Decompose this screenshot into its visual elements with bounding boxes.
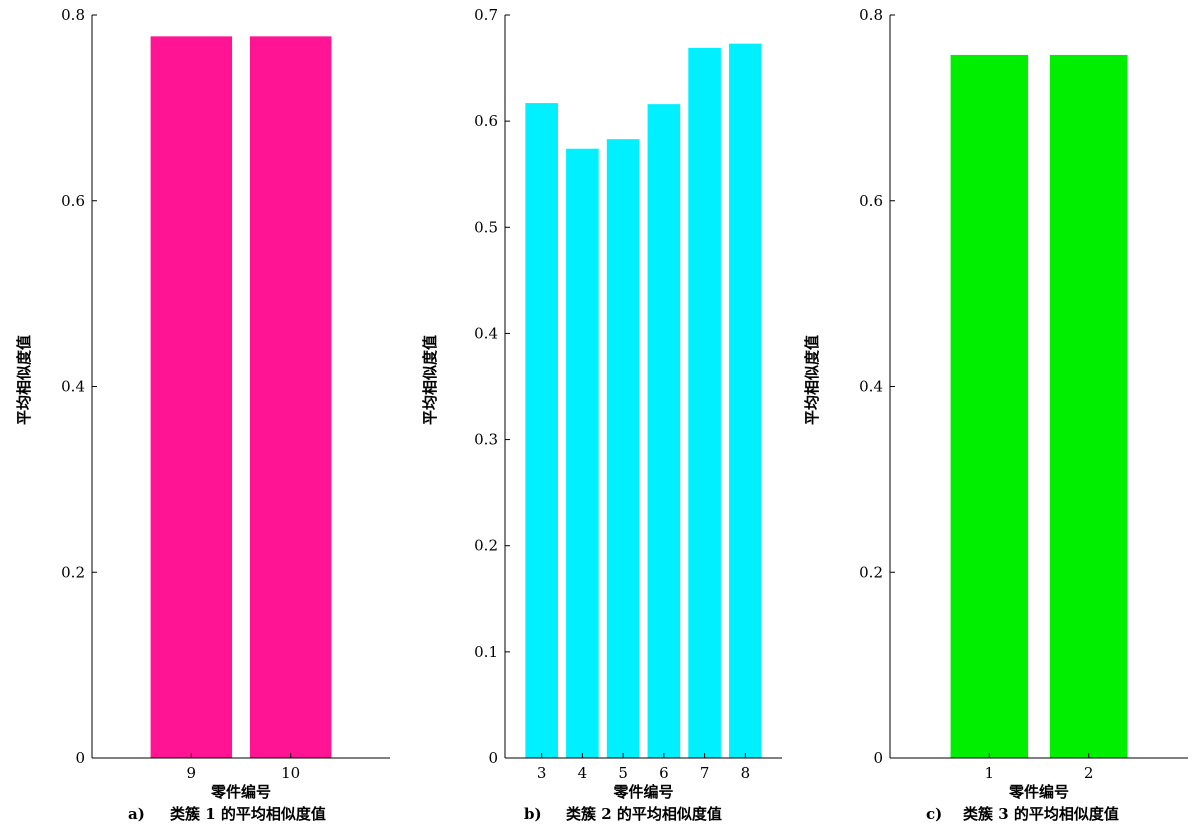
y-tick-label: 0.1 <box>474 643 498 661</box>
y-axis-label: 平均相似度值 <box>15 335 33 425</box>
x-tick-label: 5 <box>618 764 628 782</box>
panel-a: 0 0.2 0.4 0.6 0.8 9 10 零件编号 平均相似度值 a) 类簇 1 的平均相似度值 <box>15 6 390 823</box>
bar-3 <box>525 103 558 758</box>
y-tick-label: 0.2 <box>859 563 883 581</box>
bar-8 <box>729 43 762 759</box>
x-axis-label: 零件编号 <box>612 783 673 801</box>
x-axis-label: 零件编号 <box>1008 783 1069 801</box>
bar-1 <box>950 54 1029 758</box>
panel-letter: c) <box>926 805 942 823</box>
y-tick-label: 0 <box>488 749 498 767</box>
y-axis-label: 平均相似度值 <box>803 335 821 425</box>
x-tick-label: 8 <box>741 764 751 782</box>
x-tick-label: 6 <box>659 764 669 782</box>
x-tick-label: 3 <box>537 764 547 782</box>
y-tick-label: 0.3 <box>474 431 498 449</box>
x-tick-label: 4 <box>578 764 588 782</box>
x-tick-label: 2 <box>1084 764 1094 782</box>
panel-caption: 类簇 3 的平均相似度值 <box>963 805 1119 823</box>
y-tick-label: 0.5 <box>474 218 498 236</box>
y-tick-label: 0.6 <box>61 192 85 210</box>
x-tick-label: 7 <box>700 764 710 782</box>
panel-letter: a) <box>128 805 145 823</box>
bar-6 <box>647 104 681 758</box>
x-tick-label: 9 <box>187 764 197 782</box>
y-tick-label: 0 <box>75 749 85 767</box>
y-tick-label: 0.6 <box>859 192 883 210</box>
bar-9 <box>150 36 233 758</box>
y-tick-label: 0.8 <box>859 6 883 24</box>
x-tick-label: 10 <box>281 764 300 782</box>
y-tick-label: 0.4 <box>859 378 883 396</box>
y-tick-label: 0.2 <box>61 563 85 581</box>
bar-2 <box>1049 54 1128 758</box>
bar-7 <box>688 47 721 758</box>
y-tick-label: 0.6 <box>474 112 498 130</box>
y-tick-label: 0.4 <box>61 378 85 396</box>
panel-caption: 类簇 1 的平均相似度值 <box>170 805 326 823</box>
y-tick-label: 0.8 <box>61 6 85 24</box>
bar-10 <box>249 36 332 758</box>
panel-b: 0 0.1 0.2 0.3 0.4 0.5 0.6 0.7 3 4 5 6 7 8 零件编号 平均相似度值 b)… <box>421 6 782 823</box>
panel-letter: b) <box>524 805 542 823</box>
y-tick-label: 0.4 <box>474 324 498 342</box>
y-axis-label: 平均相似度值 <box>421 335 439 425</box>
x-axis-label: 零件编号 <box>210 783 271 801</box>
bar-4 <box>566 148 599 759</box>
y-tick-label: 0 <box>873 749 883 767</box>
y-tick-label: 0.7 <box>474 6 498 24</box>
panel-c: 0 0.2 0.4 0.6 0.8 1 2 零件编号 平均相似度值 c) 类簇 3 的平均相似度值 <box>803 6 1188 823</box>
panel-caption: 类簇 2 的平均相似度值 <box>566 805 722 823</box>
x-tick-label: 1 <box>985 764 995 782</box>
y-tick-label: 0.2 <box>474 537 498 555</box>
bar-5 <box>606 139 640 759</box>
